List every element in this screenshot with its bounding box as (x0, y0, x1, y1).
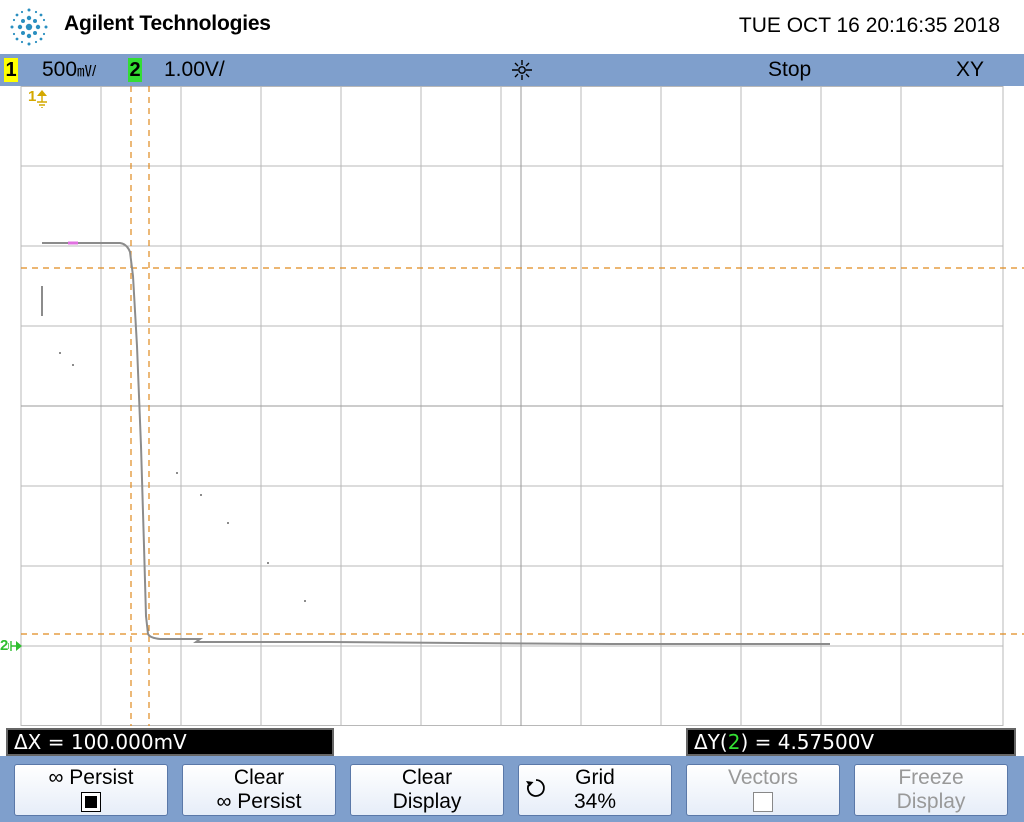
ground-arrow-up-icon (37, 90, 47, 108)
delta-y-value: 4.57500V (777, 730, 875, 754)
waveform-canvas (20, 86, 1024, 726)
agilent-logo-icon (10, 8, 48, 46)
delta-y-channel: 2 (727, 730, 741, 754)
clear-display-line2: Display (392, 790, 462, 813)
clear-persist-button[interactable]: Clear ∞ Persist (182, 764, 336, 816)
channel-1-scale-value: 500 (42, 58, 78, 81)
clear-persist-line2: ∞ Persist (216, 790, 302, 813)
trigger-icon (512, 60, 532, 80)
delta-y-label: ΔY( (694, 730, 728, 754)
grid-value: 34% (573, 790, 617, 813)
delta-x-value: 100.000mV (70, 730, 187, 754)
waveform-display[interactable]: 1 2 (0, 86, 1024, 726)
delta-y-rest: ) = (740, 730, 778, 754)
channel-1-scale-unit: ㎷/ (77, 63, 97, 80)
brand-name: Agilent Technologies (64, 12, 271, 35)
clear-persist-line1: Clear (233, 766, 285, 789)
channel-1-badge[interactable]: 1 (4, 58, 18, 82)
clear-display-button[interactable]: Clear Display (350, 764, 504, 816)
vectors-button[interactable]: Vectors (686, 764, 840, 816)
datetime: TUE OCT 16 20:16:35 2018 (738, 14, 1000, 37)
persist-label: ∞ Persist (48, 766, 134, 789)
freeze-line1: Freeze (898, 766, 964, 789)
channel-2-ground-marker[interactable]: 2 (0, 637, 22, 659)
delta-x-label: ΔX = (14, 730, 71, 754)
status-bar: 1 500㎷/ 2 1.00V/ Stop XY (0, 54, 1024, 86)
run-state[interactable]: Stop (768, 58, 812, 81)
freeze-line2: Display (896, 790, 966, 813)
trace-noise-points (41, 286, 306, 602)
softkey-bar (0, 756, 1024, 822)
persist-button[interactable]: ∞ Persist (14, 764, 168, 816)
channel-1-scale[interactable]: 500㎷/ (42, 58, 96, 84)
channel-1-marker-label: 1 (28, 88, 37, 105)
display-mode[interactable]: XY (956, 58, 985, 81)
channel-2-scale[interactable]: 1.00V/ (164, 58, 225, 81)
freeze-display-button[interactable]: Freeze Display (854, 764, 1008, 816)
ground-arrow-right-icon (8, 641, 22, 651)
clear-display-line1: Clear (401, 766, 453, 789)
xy-trace (42, 242, 830, 645)
delta-x-readout: ΔX = 100.000mV (6, 728, 334, 756)
channel-2-badge[interactable]: 2 (128, 58, 142, 82)
delta-y-readout: ΔY(2) = 4.57500V (686, 728, 1016, 756)
grid-button[interactable]: Grid 34% (518, 764, 672, 816)
cursor-lines (21, 86, 1024, 726)
persist-checkbox[interactable] (81, 792, 101, 813)
vectors-checkbox[interactable] (753, 792, 773, 813)
grid-label: Grid (575, 766, 615, 789)
channel-1-ground-marker[interactable]: 1 (28, 88, 48, 110)
channel-2-marker-label: 2 (0, 637, 9, 654)
vectors-label: Vectors (727, 766, 799, 789)
center-axis-ticks (21, 86, 1003, 726)
rotate-knob-icon (526, 779, 545, 797)
header: Agilent Technologies TUE OCT 16 20:16:35… (0, 0, 1024, 54)
